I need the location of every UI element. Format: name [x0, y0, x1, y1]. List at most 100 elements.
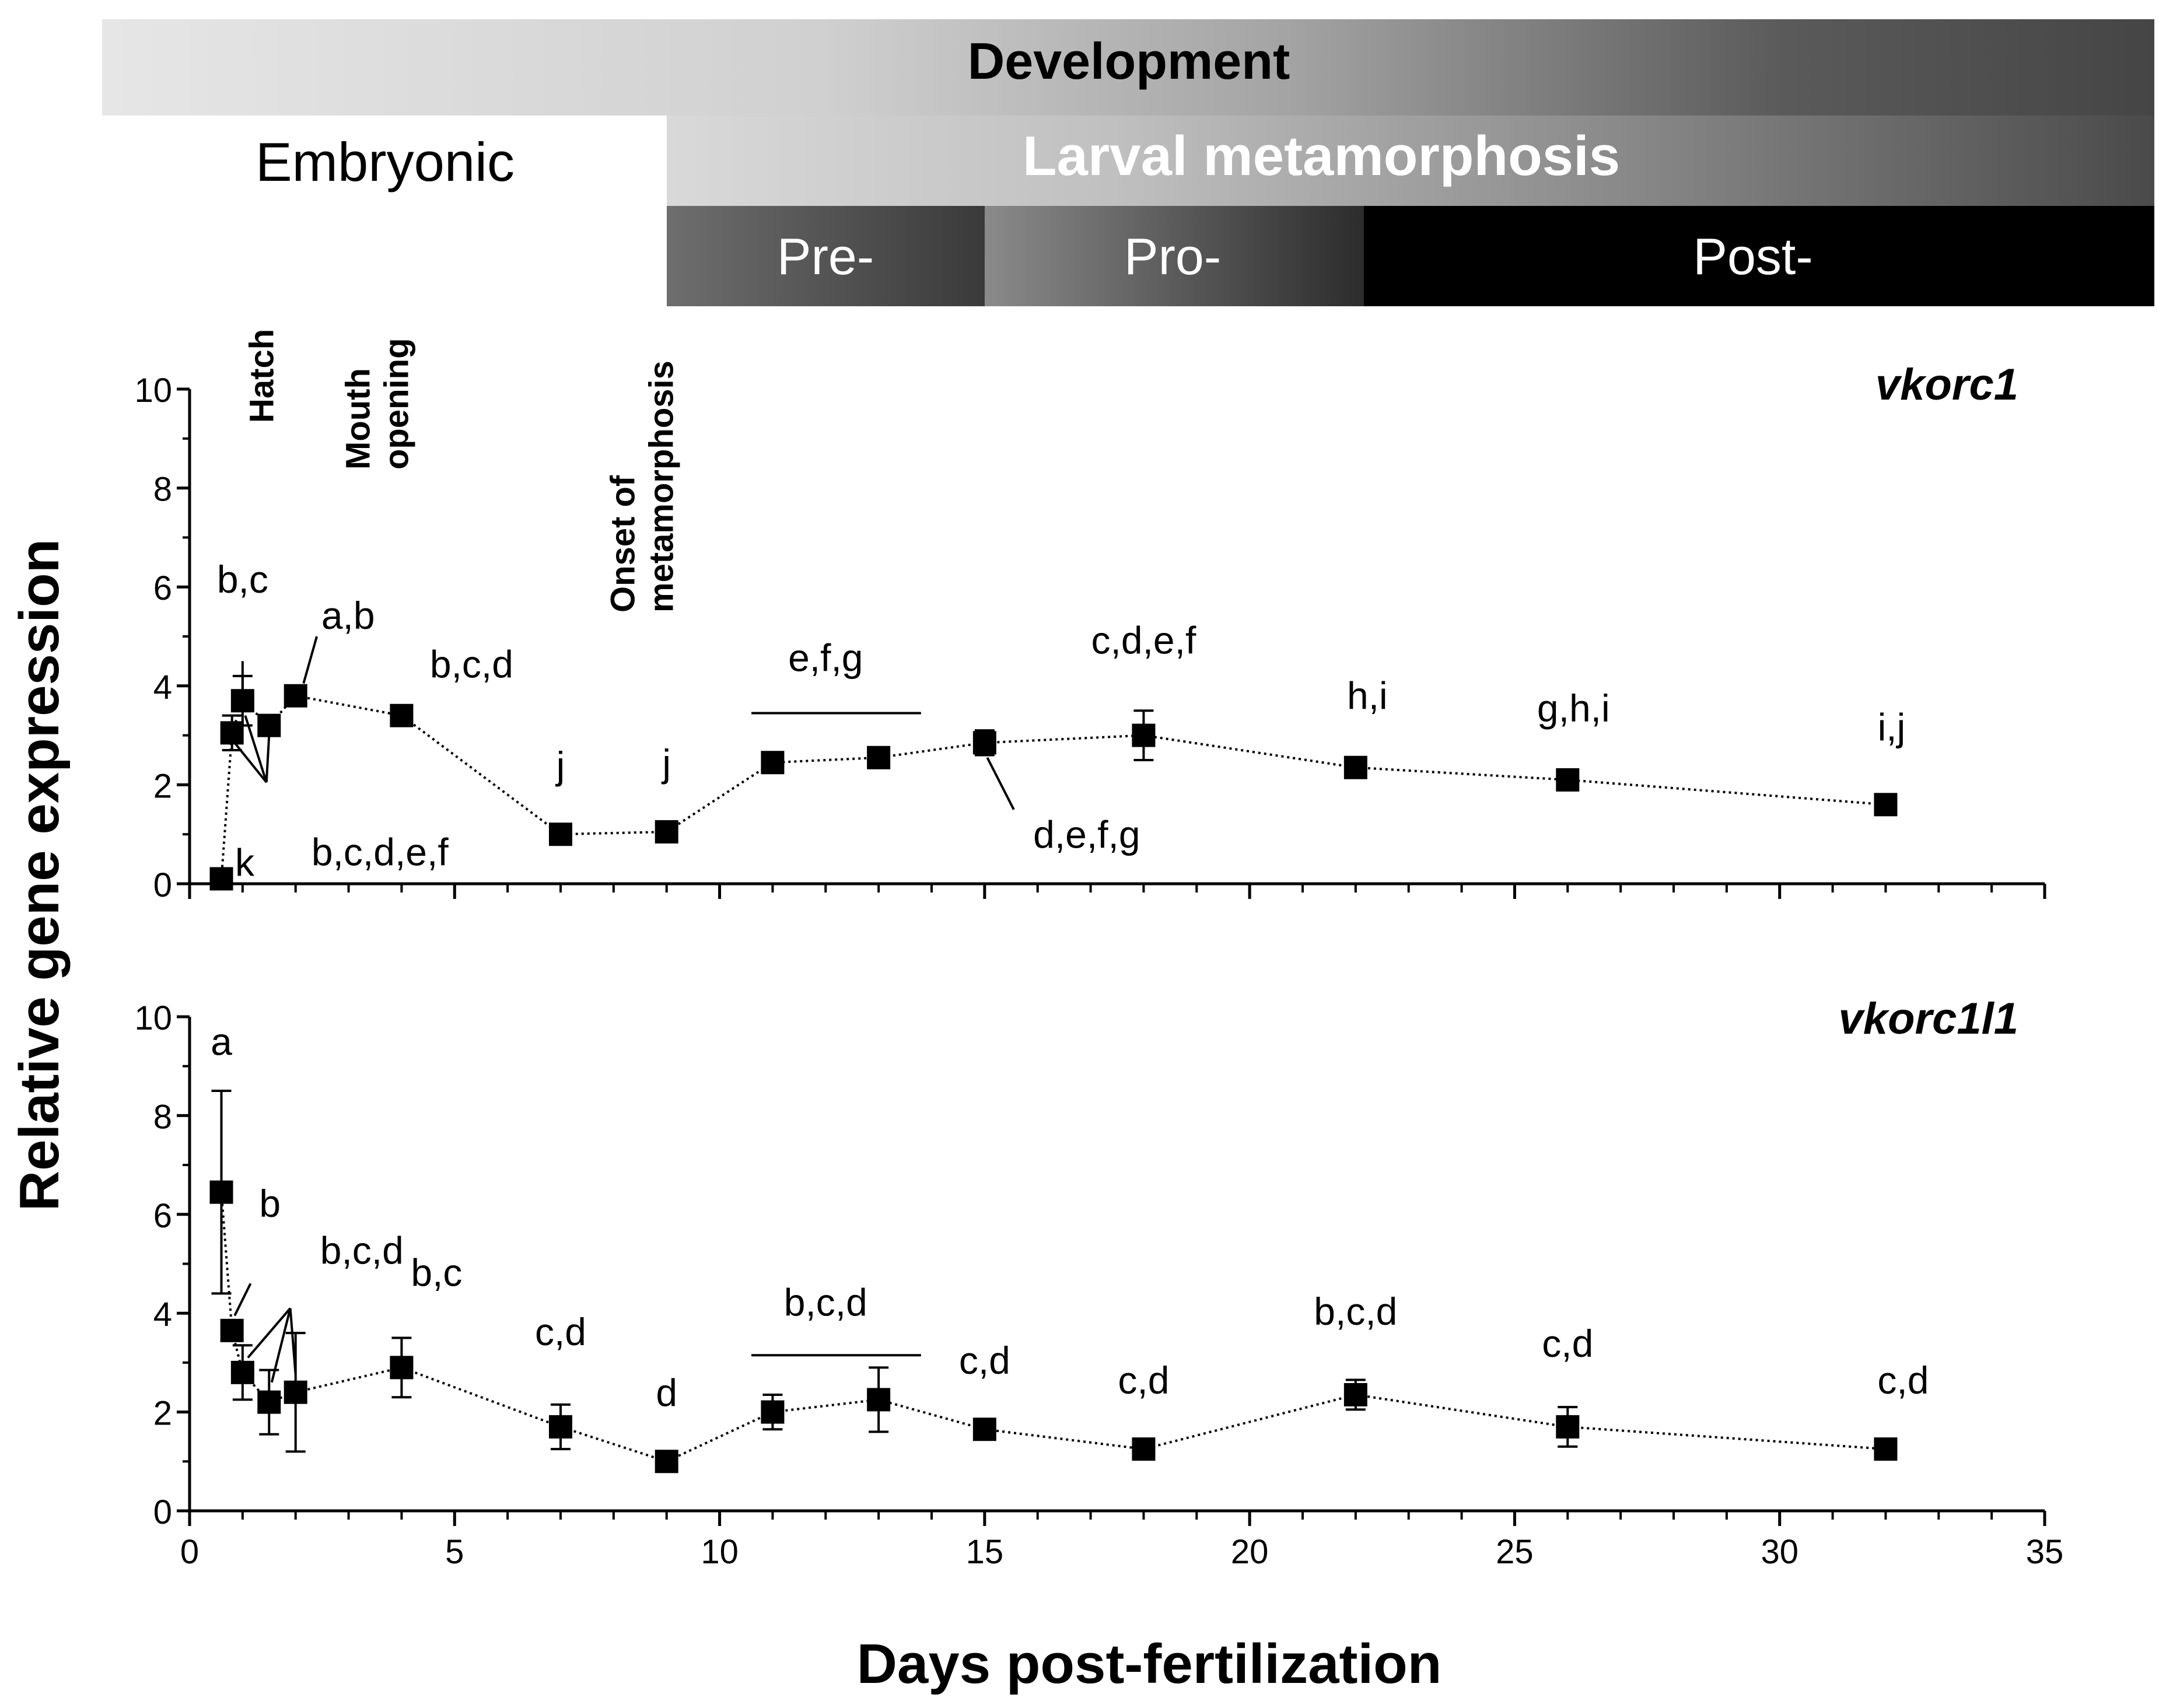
event-label: opening	[377, 338, 415, 470]
annotation-leader	[302, 636, 318, 684]
x-tick-label: 25	[1496, 1533, 1534, 1571]
point-annotation: j	[661, 741, 671, 785]
event-label: metamorphosis	[643, 360, 681, 612]
event-label: Mouth	[339, 368, 377, 470]
point-annotation: b,c,d	[1314, 1290, 1397, 1333]
pre-band	[667, 206, 985, 306]
data-point	[761, 1400, 785, 1424]
data-point	[230, 1360, 254, 1384]
data-point	[1556, 1415, 1580, 1439]
data-point	[972, 1418, 996, 1441]
point-annotation: c,d	[535, 1310, 586, 1353]
pro-label: Pro-	[1124, 228, 1221, 285]
data-point	[1132, 723, 1156, 747]
x-tick-label: 10	[701, 1533, 739, 1571]
data-point	[284, 1380, 307, 1404]
point-annotation: a	[211, 1020, 232, 1063]
data-point	[549, 822, 572, 846]
panel-vkorc1: vkorc1 0 2 4 6 8 10 k b,c a,b b,c,d,e,f b,c,d j j e,f…	[134, 360, 2046, 904]
development-band	[102, 19, 2154, 116]
y-tick-label: 2	[153, 767, 172, 805]
data-point	[549, 1415, 572, 1439]
x-tick-label: 35	[2026, 1533, 2064, 1571]
panel-title-vkorc1l1: vkorc1l1	[1839, 994, 2018, 1044]
point-annotation: c,d,e,f	[1091, 619, 1196, 662]
y-tick-label: 0	[153, 1493, 172, 1531]
point-annotation: c,d	[1877, 1359, 1929, 1402]
event-labels: Hatch Mouth opening Onset of metamorphosis	[243, 329, 681, 612]
point-annotation: d	[656, 1371, 677, 1414]
point-annotation: g,h,i	[1537, 687, 1610, 730]
y-tick-label: 4	[153, 1296, 172, 1334]
data-point	[1343, 755, 1367, 779]
data-point	[1874, 793, 1898, 817]
data-point	[257, 1390, 281, 1414]
annotation-leader	[233, 742, 268, 783]
data-point	[655, 820, 678, 844]
event-label: Hatch	[243, 329, 281, 423]
data-point	[867, 1388, 891, 1412]
point-annotation: b,c	[217, 558, 268, 601]
y-tick-label: 8	[153, 1098, 172, 1136]
annotation-leader	[265, 735, 271, 783]
post-label: Post-	[1693, 228, 1812, 285]
series-line	[220, 1192, 1886, 1463]
point-annotation: e,f,g	[788, 636, 863, 679]
y-tick-label: 4	[153, 668, 172, 706]
y-tick-label: 10	[134, 372, 172, 410]
x-tick-label: 30	[1761, 1533, 1798, 1571]
event-label: Onset of	[604, 475, 642, 612]
y-tick-label: 6	[153, 1197, 172, 1235]
data-point	[390, 704, 414, 727]
point-annotation: b,c,d,e,f	[312, 831, 449, 874]
data-point	[867, 746, 891, 769]
point-annotation: b	[259, 1182, 281, 1225]
y-axis-title: Relative gene expression	[8, 539, 71, 1212]
stage-header: Embryonic Larval metamorphosis Pre- Pro-…	[102, 116, 2154, 308]
data-point	[284, 684, 307, 708]
data-point	[230, 689, 254, 713]
data-point	[257, 713, 281, 737]
annotation-leader	[247, 1307, 292, 1359]
x-tick-label: 0	[180, 1533, 199, 1571]
data-point	[220, 721, 244, 745]
data-point	[209, 1180, 233, 1204]
point-annotation: d,e,f,g	[1033, 813, 1140, 856]
annotation-leader	[986, 757, 1015, 810]
annotation-leader	[233, 1283, 252, 1317]
x-tick-label: 5	[445, 1533, 464, 1571]
y-tick-label: 2	[153, 1395, 172, 1433]
y-tick-label: 10	[134, 999, 172, 1037]
y-tick-label: 8	[153, 471, 172, 509]
point-annotation: c,d	[1118, 1359, 1169, 1402]
point-annotation: i,j	[1878, 705, 1906, 748]
larval-label: Larval metamorphosis	[1023, 125, 1620, 187]
embryonic-label: Embryonic	[256, 131, 515, 192]
data-point	[1556, 768, 1580, 792]
x-axis-title: Days post-fertilization	[857, 1633, 1442, 1695]
embryonic-band	[102, 116, 667, 308]
annotation-leader	[270, 1308, 292, 1383]
development-label: Development	[968, 32, 1290, 90]
annotation-leader	[244, 715, 268, 783]
data-point	[1343, 1382, 1367, 1406]
point-annotation: b,c,d	[320, 1229, 404, 1272]
y-tick-label: 0	[153, 866, 172, 904]
pro-band	[985, 206, 1364, 306]
point-annotation: b,c	[411, 1251, 462, 1294]
x-tick-label: 15	[966, 1533, 1004, 1571]
point-annotation: c,d	[959, 1339, 1010, 1382]
data-point	[761, 751, 785, 775]
point-annotation: k	[235, 841, 255, 884]
point-annotation: c,d	[1542, 1322, 1593, 1365]
annotation-leader	[289, 1308, 297, 1376]
data-point	[655, 1450, 678, 1474]
point-annotation: h,i	[1347, 674, 1388, 718]
point-annotation: j	[555, 744, 565, 787]
data-point	[209, 867, 233, 891]
data-point	[1132, 1437, 1156, 1461]
x-tick-label: 20	[1231, 1533, 1269, 1571]
development-header: Development	[102, 19, 2154, 116]
